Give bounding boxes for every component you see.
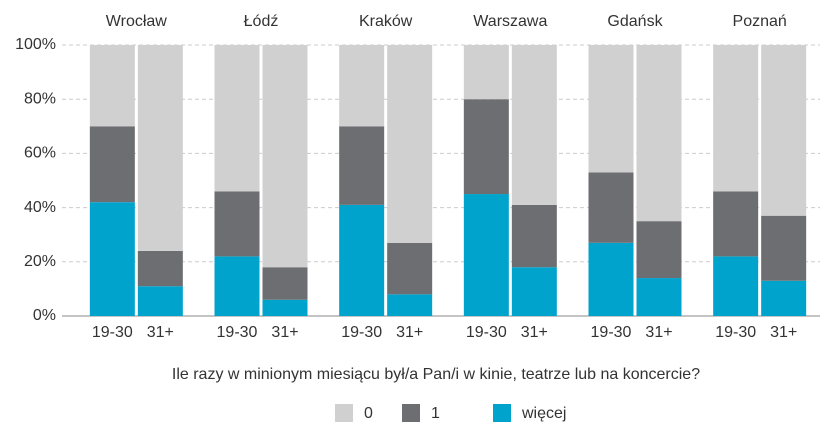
y-tick-label: 20% — [24, 253, 56, 270]
x-tick-label: 19-30 — [591, 324, 632, 341]
bar-segment — [387, 242, 433, 295]
bar-segment — [511, 267, 557, 316]
group-label: Poznań — [733, 13, 787, 30]
bar-segment — [262, 45, 308, 268]
x-tick-label: 19-30 — [217, 324, 258, 341]
x-tick-label: 19-30 — [466, 324, 507, 341]
x-tick-label: 31+ — [271, 324, 298, 341]
bar-segment — [89, 45, 135, 127]
group-label: Warszawa — [473, 13, 547, 30]
bar-segment — [636, 221, 682, 279]
x-tick-label: 31+ — [645, 324, 672, 341]
bar-segment — [137, 45, 183, 251]
y-tick-label: 80% — [24, 90, 56, 107]
legend-label: 1 — [431, 405, 440, 422]
bar-segment — [588, 172, 634, 243]
bar-segment — [339, 126, 385, 205]
legend-swatch — [335, 404, 353, 422]
bar-segment — [636, 278, 682, 316]
group-label: Łódź — [244, 13, 279, 30]
legend-swatch — [493, 404, 511, 422]
legend-label: więcej — [521, 405, 566, 422]
bar-segment — [713, 191, 759, 257]
legend-swatch — [402, 404, 420, 422]
y-tick-label: 60% — [24, 145, 56, 162]
y-tick-label: 100% — [15, 36, 56, 53]
y-tick-label: 0% — [33, 307, 56, 324]
bar-segment — [214, 45, 260, 192]
bar-segment — [339, 204, 385, 316]
x-tick-label: 31+ — [396, 324, 423, 341]
bar-segment — [713, 45, 759, 192]
bar-segment — [262, 299, 308, 316]
bar-segment — [214, 191, 260, 257]
bar-segment — [511, 204, 557, 268]
x-tick-label: 19-30 — [715, 324, 756, 341]
bar-segment — [339, 45, 385, 127]
group-label: Wrocław — [106, 13, 167, 30]
group-label: Gdańsk — [607, 13, 663, 30]
bar-segment — [89, 202, 135, 316]
bar-segment — [713, 256, 759, 316]
bar-segment — [262, 267, 308, 300]
group-label: Kraków — [359, 13, 413, 30]
bar-segment — [137, 250, 183, 287]
bar-segment — [588, 45, 634, 173]
bar-segment — [214, 256, 260, 316]
bar-segment — [761, 280, 807, 316]
x-tick-label: 31+ — [770, 324, 797, 341]
x-axis-label: Ile razy w minionym miesiącu był/a Pan/i… — [172, 366, 700, 383]
bar-segment — [463, 194, 509, 316]
bar-segment — [636, 45, 682, 222]
bar-segment — [137, 286, 183, 316]
bar-segment — [89, 126, 135, 203]
y-tick-label: 40% — [24, 199, 56, 216]
x-tick-label: 31+ — [147, 324, 174, 341]
bar-segment — [387, 45, 433, 243]
bar-segment — [463, 45, 509, 100]
bar-segment — [761, 215, 807, 281]
x-tick-label: 19-30 — [341, 324, 382, 341]
bar-segment — [511, 45, 557, 205]
bar-segment — [761, 45, 807, 216]
legend-label: 0 — [364, 405, 373, 422]
bar-segment — [463, 99, 509, 195]
x-tick-label: 31+ — [521, 324, 548, 341]
bar-segment — [588, 242, 634, 316]
bar-segment — [387, 294, 433, 316]
x-tick-label: 19-30 — [92, 324, 133, 341]
